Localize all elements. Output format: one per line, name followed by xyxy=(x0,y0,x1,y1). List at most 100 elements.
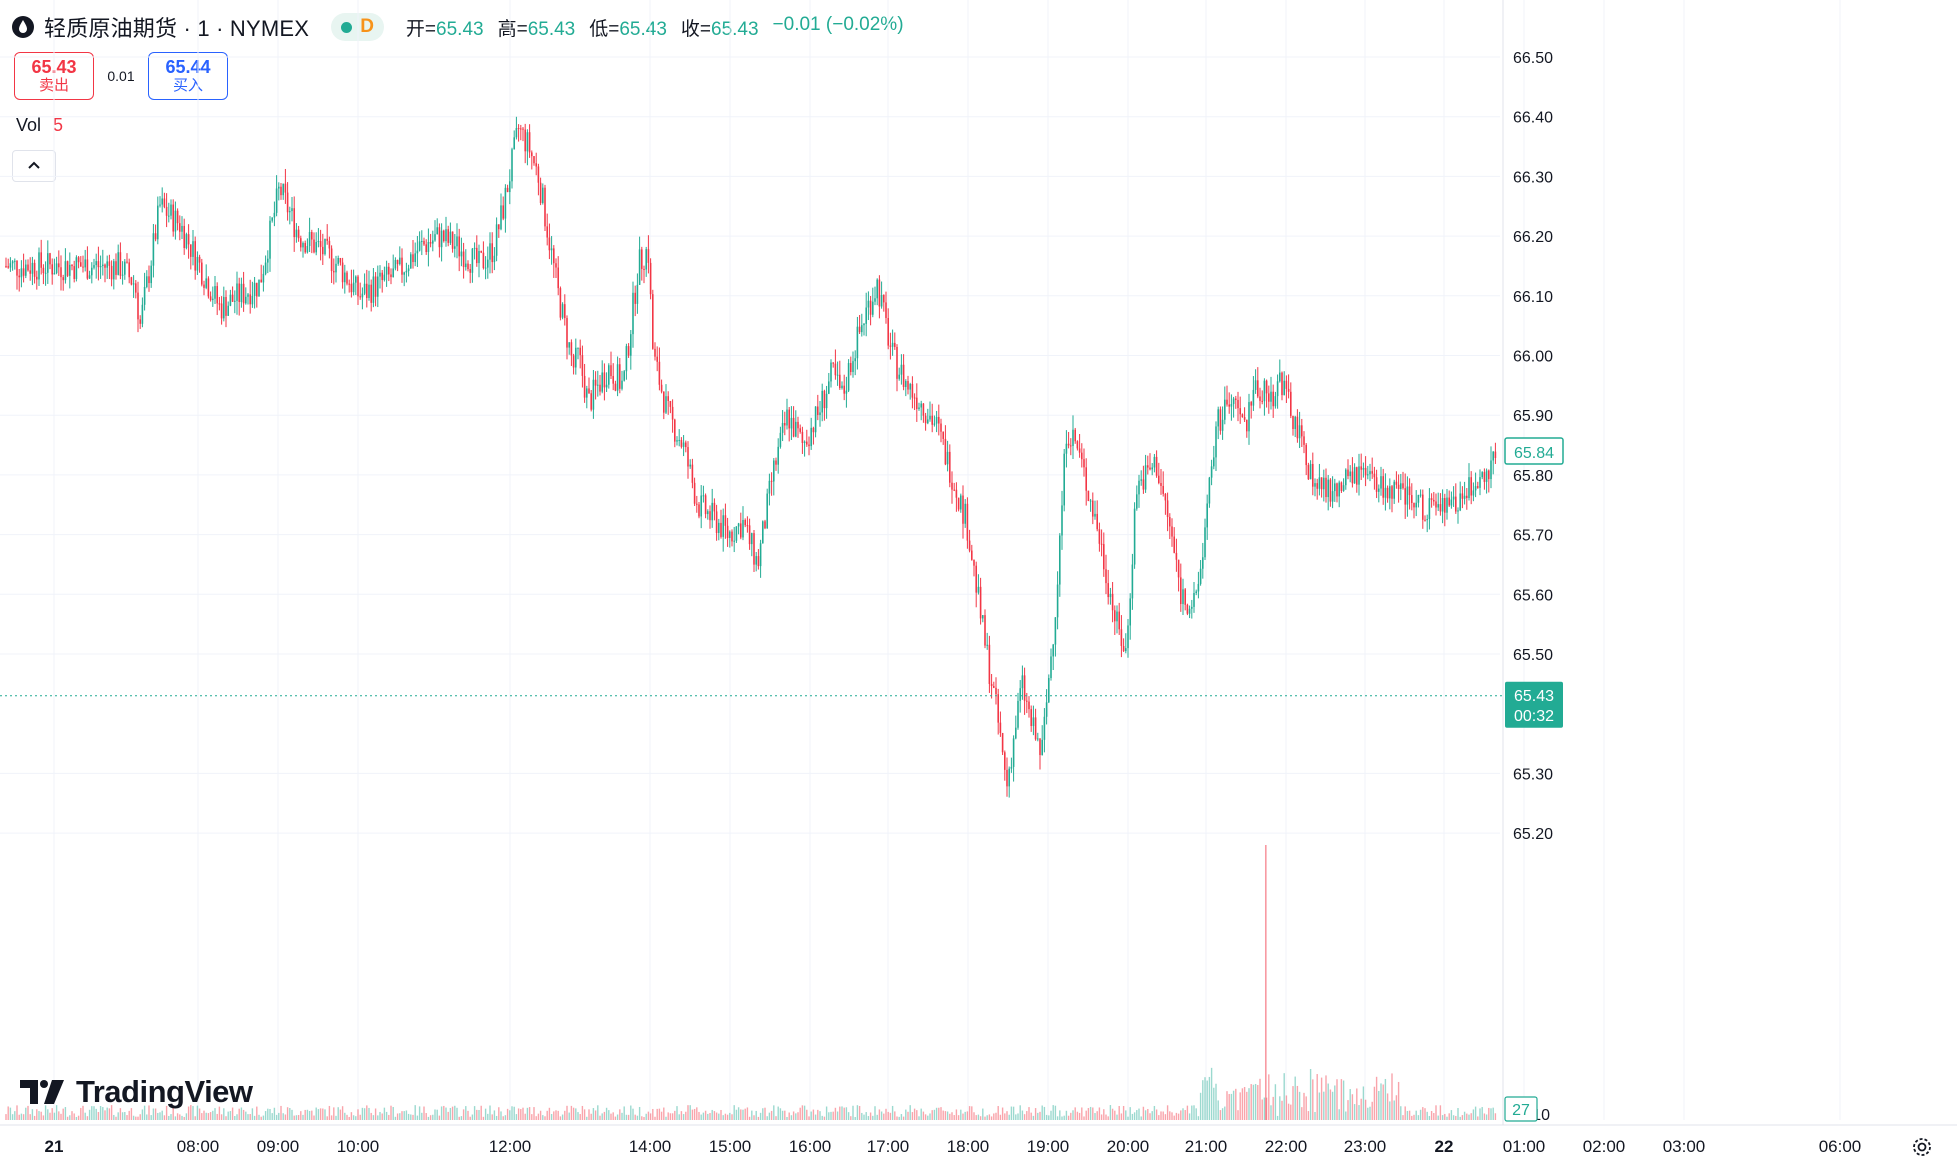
candle-body xyxy=(1334,483,1336,492)
candle-body xyxy=(273,212,276,218)
buy-price: 65.44 xyxy=(165,57,211,77)
candle-body xyxy=(1158,475,1160,483)
candle-body xyxy=(392,268,394,278)
volume-bar xyxy=(643,1116,645,1120)
volume-bar xyxy=(150,1115,152,1120)
volume-bar xyxy=(1052,1105,1054,1120)
candle-body xyxy=(647,249,650,263)
time-tick-label: 16:00 xyxy=(789,1137,832,1156)
volume-bar xyxy=(315,1107,317,1120)
candle-body xyxy=(577,347,579,349)
volume-bar xyxy=(909,1105,911,1120)
volume-bar xyxy=(53,1112,56,1120)
volume-bar xyxy=(1254,1083,1257,1120)
candle-body xyxy=(1125,648,1127,652)
volume-bar xyxy=(1298,1091,1301,1120)
candle-body xyxy=(768,480,771,494)
volume-bar xyxy=(390,1105,392,1120)
candle-body xyxy=(1085,467,1087,491)
tradingview-logo[interactable]: TradingView xyxy=(20,1074,253,1110)
candle-body xyxy=(854,358,856,362)
volume-bar xyxy=(1114,1110,1116,1120)
candle-body xyxy=(1153,456,1156,468)
tradingview-logo-icon xyxy=(20,1080,64,1104)
volume-bar xyxy=(1367,1107,1369,1120)
candle-body xyxy=(194,241,196,271)
volume-bar xyxy=(484,1108,487,1120)
symbol-title[interactable]: 轻质原油期货 · 1 · NYMEX xyxy=(44,16,310,41)
candle-body xyxy=(33,262,36,277)
volume-bar xyxy=(812,1109,815,1120)
candle-body xyxy=(1107,583,1109,598)
volume-bar xyxy=(1226,1091,1228,1120)
candle-body xyxy=(720,522,722,537)
volume-bar xyxy=(1356,1088,1358,1120)
candle-body xyxy=(1316,483,1318,489)
candle-body xyxy=(25,264,27,276)
candle-body xyxy=(462,251,465,268)
candle-body xyxy=(271,217,273,221)
volume-bar xyxy=(1353,1104,1356,1120)
volume-bar xyxy=(1232,1090,1235,1120)
candle-body xyxy=(1052,644,1054,657)
volume-bar xyxy=(764,1107,766,1120)
candle-body xyxy=(687,447,689,467)
volume-bar xyxy=(1274,1084,1277,1120)
volume-bar xyxy=(447,1111,449,1120)
volume-bar xyxy=(1494,1113,1497,1120)
volume-bar xyxy=(872,1115,874,1120)
candle-body xyxy=(581,355,584,376)
candle-body xyxy=(1254,380,1257,390)
candle-body xyxy=(799,428,801,432)
volume-bar xyxy=(1459,1116,1461,1120)
volume-bar xyxy=(275,1114,278,1120)
volume-bar xyxy=(720,1109,722,1120)
candle-body xyxy=(1034,717,1037,740)
candle-body xyxy=(1362,467,1365,470)
candle-body xyxy=(416,250,419,254)
candle-body xyxy=(1488,470,1490,480)
candle-body xyxy=(355,276,357,283)
volume-bar xyxy=(1428,1115,1431,1120)
candle-body xyxy=(1485,470,1488,482)
volume-bar xyxy=(649,1113,652,1120)
volume-bar xyxy=(524,1113,526,1120)
volume-bar xyxy=(341,1106,344,1120)
candle-body xyxy=(1294,416,1296,430)
candle-body xyxy=(911,383,914,398)
chart-settings-button[interactable] xyxy=(1905,1130,1939,1164)
candle-body xyxy=(616,364,619,391)
candle-body xyxy=(674,419,676,442)
candle-body xyxy=(1010,766,1013,769)
candle-body xyxy=(22,268,25,276)
volume-bar xyxy=(1483,1113,1486,1120)
volume-bar xyxy=(462,1109,465,1120)
candle-body xyxy=(1204,527,1206,558)
candle-body xyxy=(861,325,863,333)
candle-body xyxy=(1081,452,1083,460)
volume-bar xyxy=(847,1112,850,1120)
candle-body xyxy=(1263,380,1266,402)
candle-body xyxy=(423,241,425,245)
candle-body xyxy=(790,417,793,429)
volume-bar xyxy=(704,1110,707,1120)
candle-body xyxy=(1369,471,1371,475)
buy-button[interactable]: 65.44 买入 xyxy=(148,52,228,100)
volume-bar xyxy=(27,1105,29,1120)
candle-body xyxy=(1345,469,1347,486)
volume-bar xyxy=(47,1109,49,1120)
volume-legend[interactable]: Vol 5 xyxy=(16,115,63,136)
candle-body xyxy=(586,388,588,398)
candle-body xyxy=(456,236,458,247)
volume-bar xyxy=(260,1116,262,1120)
volume-bar xyxy=(1116,1114,1118,1120)
candle-body xyxy=(106,261,108,268)
volume-bar xyxy=(711,1109,713,1120)
volume-bar xyxy=(25,1107,27,1120)
candle-body xyxy=(174,210,177,232)
volume-bar xyxy=(665,1116,667,1120)
volume-bar xyxy=(1219,1110,1222,1120)
time-tick-label: 01:00 xyxy=(1503,1137,1546,1156)
candle-body xyxy=(1457,510,1459,512)
